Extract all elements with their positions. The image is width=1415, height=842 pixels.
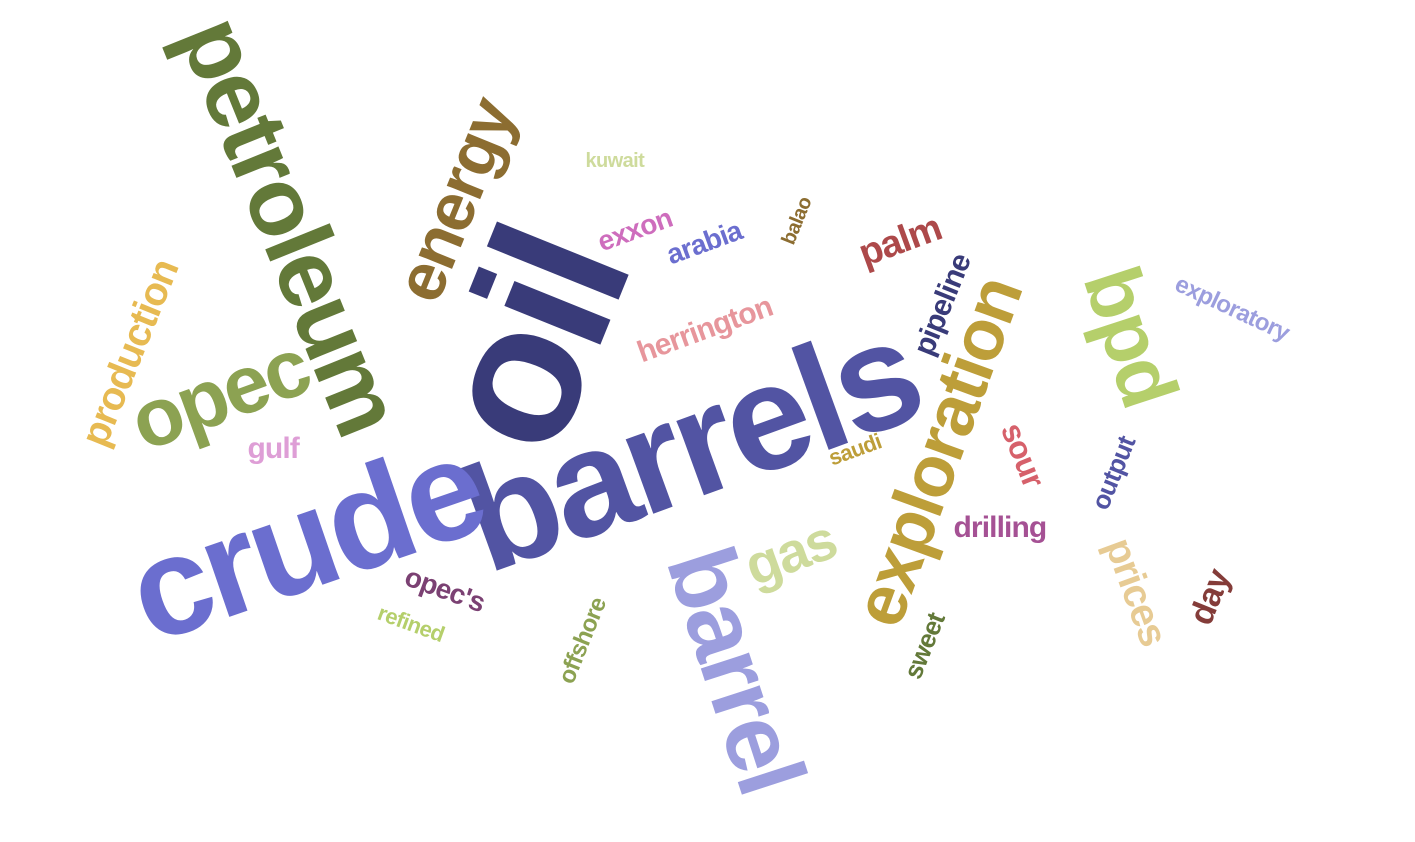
word-palm: palm bbox=[853, 206, 947, 276]
word-sour: sour bbox=[993, 417, 1052, 492]
word-prices: prices bbox=[1096, 532, 1176, 652]
word-exploratory: exploratory bbox=[1170, 270, 1294, 347]
word-exxon: exxon bbox=[593, 201, 677, 258]
word-offshore: offshore bbox=[553, 593, 613, 688]
word-output: output bbox=[1084, 431, 1142, 514]
word-gulf: gulf bbox=[247, 432, 300, 465]
word-refined: refined bbox=[374, 599, 448, 647]
word-day: day bbox=[1181, 564, 1238, 631]
word-arabia: arabia bbox=[662, 214, 746, 271]
word-bpd: bpd bbox=[1066, 255, 1195, 417]
word-balao: balao bbox=[777, 193, 817, 248]
word-gas: gas bbox=[736, 507, 844, 598]
word-kuwait: kuwait bbox=[585, 150, 645, 172]
word-drilling: drilling bbox=[953, 511, 1048, 544]
